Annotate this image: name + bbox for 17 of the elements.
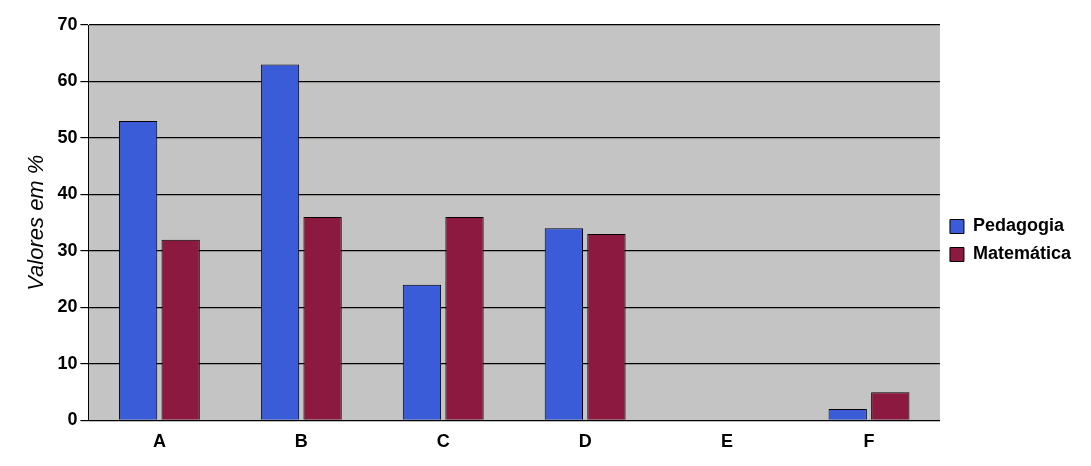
y-tick-label: 50 — [57, 126, 78, 147]
y-tick-label: 30 — [57, 239, 78, 260]
x-tick-label: D — [578, 431, 592, 452]
x-tick-label: A — [152, 431, 166, 452]
y-tick-label: 10 — [57, 352, 78, 373]
y-tick-label: 70 — [57, 13, 78, 34]
y-tick-label: 0 — [67, 409, 78, 430]
x-tick-label: E — [721, 431, 734, 452]
x-tick-label: B — [294, 431, 308, 452]
legend-label: Matemática — [972, 243, 1072, 264]
y-tick-label: 60 — [57, 70, 78, 91]
x-tick-label: C — [436, 431, 450, 452]
x-tick-label: F — [863, 431, 875, 452]
y-axis-title: Valores em % — [23, 154, 49, 291]
y-tick-label: 20 — [57, 296, 78, 317]
y-tick-label: 40 — [57, 183, 78, 204]
legend-label: Pedagogia — [972, 215, 1065, 236]
